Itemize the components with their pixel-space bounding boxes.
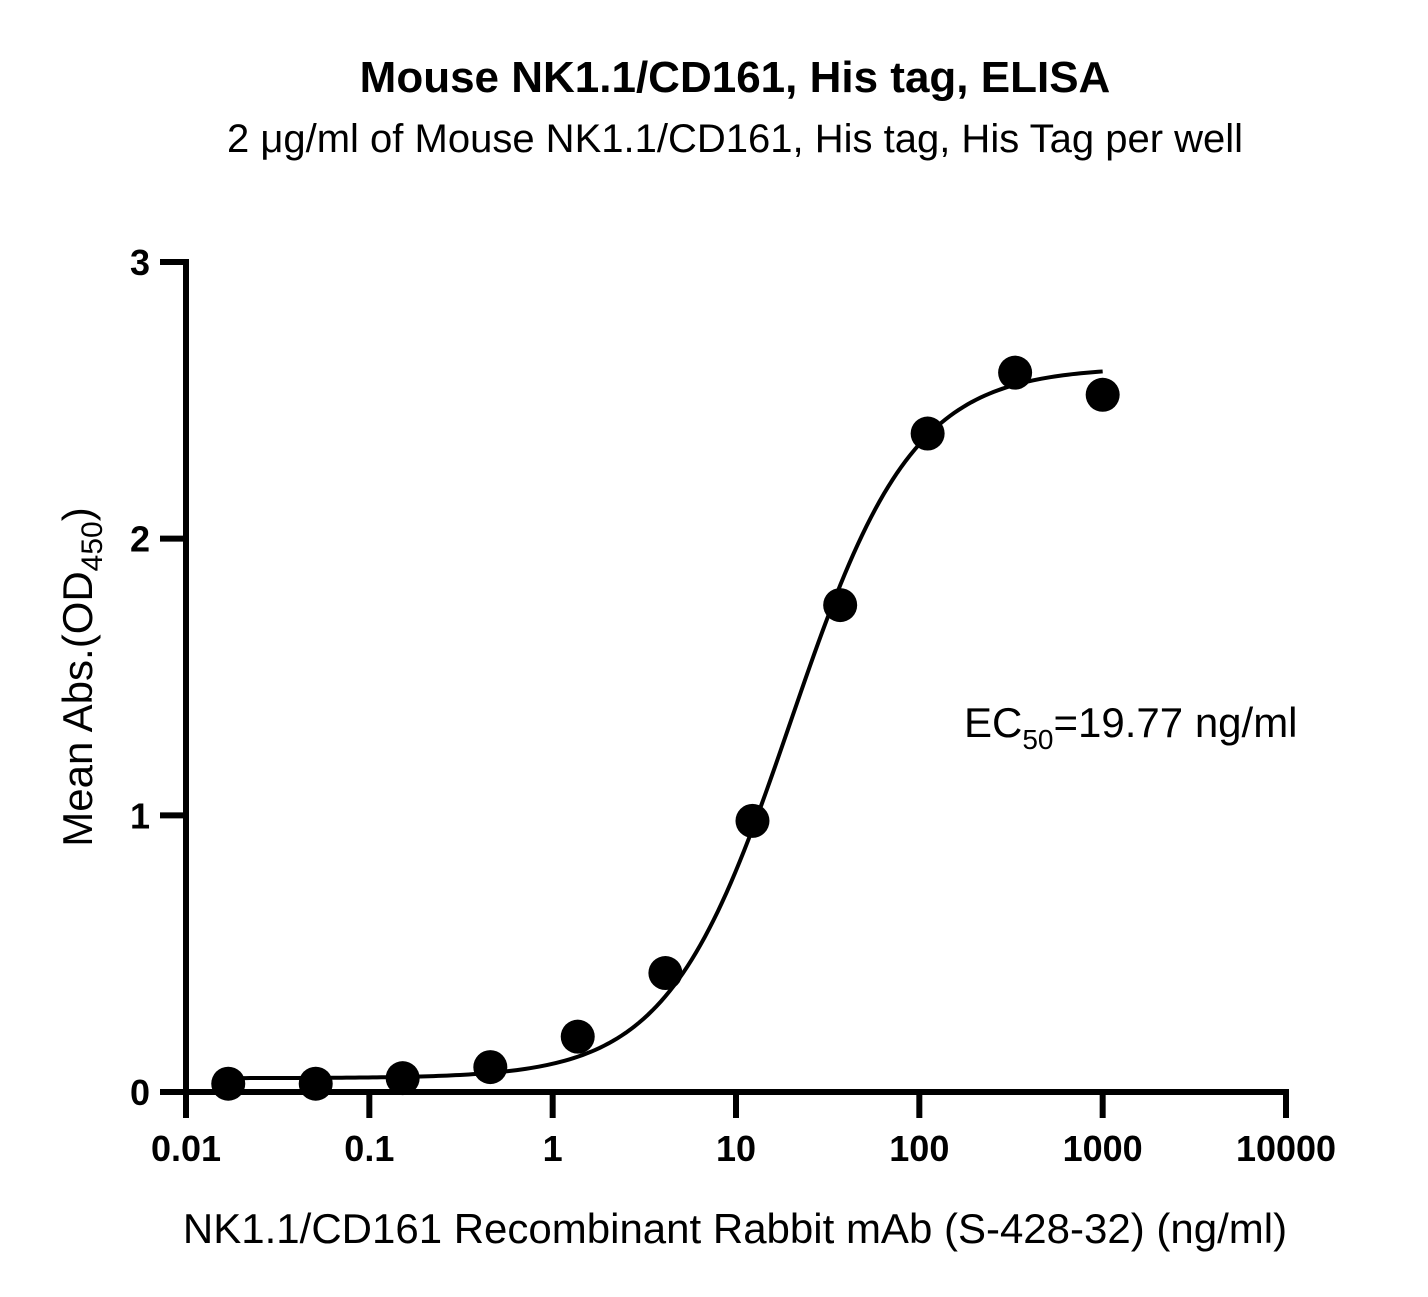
- y-tick-label: 0: [130, 1072, 150, 1113]
- x-tick-label: 10000: [1236, 1128, 1336, 1169]
- ec50-subscript: 50: [1022, 724, 1053, 755]
- y-tick-label: 1: [130, 795, 150, 836]
- x-axis-ticks: 0.01 0.1 1 10 100 1000 10000: [151, 1092, 1336, 1169]
- ec50-value: =19.77 ng/ml: [1054, 699, 1298, 746]
- ec50-prefix: EC: [964, 699, 1022, 746]
- axes: [183, 259, 1289, 1095]
- data-point: [998, 355, 1033, 390]
- y-axis-ticks: 0 1 2 3: [130, 242, 186, 1113]
- y-axis-label-subscript: 450: [76, 521, 109, 571]
- x-tick-label: 0.01: [151, 1128, 221, 1169]
- data-point: [298, 1066, 333, 1101]
- data-point: [385, 1061, 420, 1096]
- y-axis-label-suffix: ): [54, 507, 101, 521]
- data-point: [473, 1050, 508, 1085]
- data-point: [823, 588, 858, 623]
- data-point: [560, 1019, 595, 1054]
- data-point: [735, 803, 770, 838]
- y-axis-label: Mean Abs.(OD450): [54, 507, 109, 847]
- y-axis-label-prefix: Mean Abs.(OD: [54, 571, 101, 846]
- chart-title: Mouse NK1.1/CD161, His tag, ELISA: [360, 53, 1111, 102]
- data-point: [211, 1066, 246, 1101]
- x-tick-label: 1: [543, 1128, 563, 1169]
- x-axis-label: NK1.1/CD161 Recombinant Rabbit mAb (S-42…: [183, 1205, 1287, 1252]
- x-tick-label: 10: [716, 1128, 756, 1169]
- x-tick-label: 100: [889, 1128, 949, 1169]
- x-tick-label: 0.1: [344, 1128, 394, 1169]
- data-points: [211, 355, 1120, 1101]
- ec50-annotation: EC50=19.77 ng/ml: [964, 699, 1298, 755]
- fit-curve: [228, 369, 1103, 1081]
- data-point: [1085, 377, 1120, 412]
- x-tick-label: 1000: [1063, 1128, 1143, 1169]
- y-tick-label: 3: [130, 242, 150, 283]
- data-point: [910, 416, 945, 451]
- chart-subtitle: 2 μg/ml of Mouse NK1.1/CD161, His tag, H…: [227, 117, 1243, 161]
- data-point: [648, 956, 683, 991]
- y-tick-label: 2: [130, 519, 150, 560]
